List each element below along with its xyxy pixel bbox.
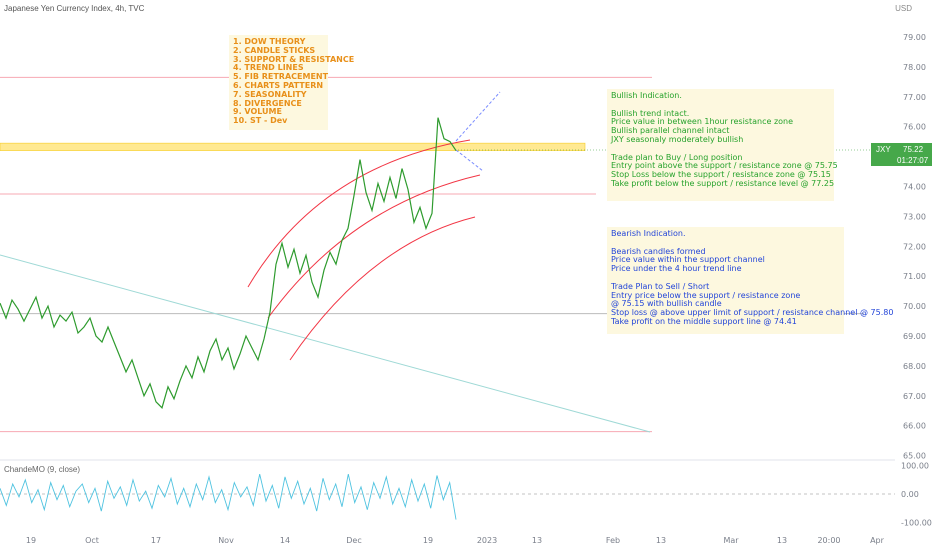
x-tick-label: 14 (280, 536, 290, 545)
note-line: Entry point above the support / resistan… (611, 161, 838, 171)
price-line (0, 117, 457, 409)
channel-upper (247, 139, 471, 288)
bearish-note[interactable]: Bearish Indication. Bearish candles form… (607, 227, 894, 334)
y-tick-label: 78.00 (903, 63, 926, 72)
y-tick-label: 76.00 (903, 123, 926, 132)
note-line: Price under the 4 hour trend line (611, 264, 742, 274)
y-tick-label: 73.00 (903, 212, 926, 221)
cmo-tick-label: -100.00 (901, 519, 932, 528)
price-tag-price: 75.22 (903, 145, 924, 154)
note-line: 7. SEASONALITY (233, 89, 307, 99)
x-tick-label: 17 (151, 536, 161, 545)
price-tag-symbol: JXY (876, 145, 891, 154)
price-tag-countdown: 01:27:07 (897, 156, 929, 165)
y-tick-label: 67.00 (903, 392, 926, 401)
note-line: Bearish candles formed (611, 246, 706, 256)
y-tick-label: 68.00 (903, 362, 926, 371)
cmo-axis: 100.00 0.00 -100.00 (901, 462, 932, 528)
note-line: 3. SUPPORT & RESISTANCE (233, 54, 355, 64)
x-tick-label: Oct (85, 536, 99, 545)
note-line: @ 75.15 with bullish candle (611, 299, 722, 309)
note-line: Stop Loss below the support / resistance… (611, 170, 831, 180)
projection-down-arrow (455, 149, 484, 172)
studies-note[interactable]: 1. DOW THEORY 2. CANDLE STICKS 3. SUPPORT … (229, 35, 355, 130)
note-line: Bullish trend intact. (611, 108, 690, 118)
y-tick-label: 71.00 (903, 272, 926, 281)
x-tick-label: Feb (606, 536, 620, 545)
cmo-line (0, 473, 457, 520)
x-tick-label: 13 (532, 536, 542, 545)
note-line: Take profit below the support / resistan… (611, 178, 835, 188)
note-line: Trade plan to Buy / Long position (611, 152, 743, 162)
cmo-tick-label: 100.00 (901, 462, 929, 471)
x-tick-label: Nov (218, 536, 234, 545)
time-axis: 19 Oct 17 Nov 14 Dec 19 2023 13 Feb 13 Mar 13 20:00 Ap… (26, 536, 885, 545)
x-tick-label: Apr (870, 536, 885, 545)
x-tick-label: 19 (26, 536, 36, 545)
note-line: 9. VOLUME (233, 107, 282, 117)
chart-title: Japanese Yen Currency Index, 4h, TVC (4, 4, 145, 13)
resistance-zone (0, 142, 586, 151)
note-line: Entry price below the support / resistan… (611, 290, 801, 300)
x-tick-label: 2023 (477, 536, 497, 545)
note-line: Bullish Indication. (611, 91, 682, 100)
y-tick-label: 77.00 (903, 93, 926, 102)
cmo-tick-label: 0.00 (901, 490, 919, 499)
note-line: 2. CANDLE STICKS (233, 45, 316, 55)
note-line: Stop loss @ above upper limit of support… (611, 308, 894, 318)
price-tag: JXY 75.22 01:27:07 (871, 143, 932, 166)
currency-label: USD (895, 4, 912, 13)
note-line: 8. DIVERGENCE (233, 98, 302, 108)
note-line: 1. DOW THEORY (233, 37, 306, 46)
indicator-title: ChandeMO (9, close) (4, 465, 81, 474)
note-line: Take profit on the middle support line @… (611, 316, 797, 326)
note-line: 4. TREND LINES (233, 63, 304, 73)
note-line: 10. ST - Dev (233, 116, 288, 126)
y-tick-label: 66.00 (903, 422, 926, 431)
y-tick-label: 65.00 (903, 452, 926, 461)
x-tick-label: 13 (777, 536, 787, 545)
x-tick-label: 19 (423, 536, 433, 545)
note-line: 5. FIB RETRACEMENT (233, 72, 329, 82)
channel-middle (267, 174, 481, 319)
note-line: 6. CHARTS PATTERN (233, 80, 324, 90)
price-axis: 79.0078.0077.0076.0075.0074.0073.0072.00… (903, 33, 926, 461)
note-line: Bullish parallel channel intact (611, 126, 730, 136)
y-tick-label: 79.00 (903, 33, 926, 42)
note-line: Bearish Indication. (611, 229, 686, 238)
trend-line (0, 254, 651, 433)
x-tick-label: 20:00 (817, 536, 840, 545)
note-line: Price value within the support channel (611, 255, 765, 265)
x-tick-label: Dec (346, 536, 361, 545)
note-line: Trade Plan to Sell / Short (611, 281, 710, 291)
y-tick-label: 69.00 (903, 332, 926, 341)
note-line: Price value in between 1hour resistance … (611, 117, 794, 127)
y-tick-label: 70.00 (903, 302, 926, 311)
note-line: JXY seasonaly moderately bullish (611, 134, 744, 144)
bullish-note[interactable]: Bullish Indication. Bullish trend intact… (607, 89, 838, 201)
projection-up-arrow (455, 91, 501, 142)
y-tick-label: 74.00 (903, 183, 926, 192)
x-tick-label: 13 (656, 536, 666, 545)
channel-lower (289, 216, 476, 361)
y-tick-label: 72.00 (903, 242, 926, 251)
x-tick-label: Mar (723, 536, 739, 545)
